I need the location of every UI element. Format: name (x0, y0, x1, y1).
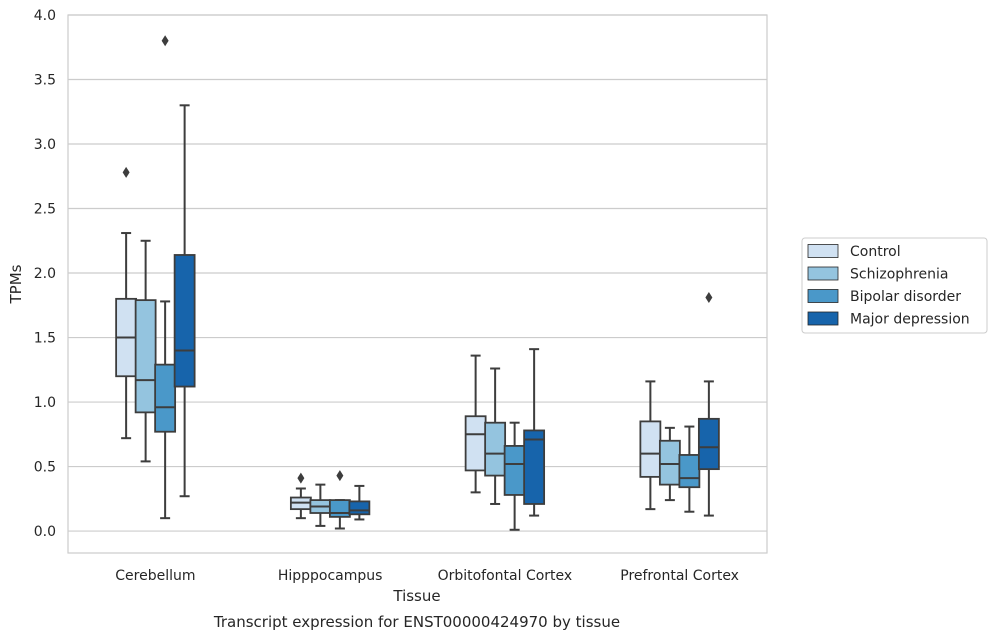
legend-swatch (807, 289, 839, 303)
box-3 (697, 292, 720, 517)
y-tick-label: 2.5 (34, 202, 56, 218)
y-tick-label: 1.5 (34, 331, 56, 347)
legend: Control Schizophrenia Bipolar disorder Majo… (801, 237, 988, 334)
y-tick-label: 0.0 (34, 524, 56, 540)
box-0 (464, 354, 487, 494)
box-group-1 (289, 470, 371, 530)
y-tick-label: 4.0 (34, 8, 56, 24)
box-3 (348, 484, 371, 521)
iqr-box (658, 439, 681, 486)
legend-label: Bipolar disorder (850, 289, 961, 305)
legend-label: Schizophrenia (850, 267, 948, 283)
iqr-box (503, 445, 526, 496)
chart-caption: Transcript expression for ENST0000042497… (213, 613, 620, 631)
iqr-box (348, 500, 371, 516)
y-tick-label: 3.0 (34, 137, 56, 153)
iqr-box (678, 454, 701, 489)
box-1 (309, 483, 332, 527)
outlier-point (161, 35, 169, 47)
box-2 (503, 421, 526, 531)
outlier-point (336, 470, 344, 482)
box-1 (134, 239, 157, 463)
x-tick-label: Cerebellum (115, 568, 195, 584)
iqr-box (697, 417, 720, 471)
box-0 (289, 472, 312, 520)
x-tick-label: Hipppocampus (278, 568, 383, 584)
x-tick-label: Prefrontal Cortex (620, 568, 739, 584)
box-2 (154, 35, 177, 520)
box-1 (484, 367, 507, 505)
outlier-point (122, 166, 130, 178)
legend-label: Major depression (850, 312, 970, 328)
outlier-point (705, 292, 713, 304)
box-3 (173, 104, 196, 498)
y-tick-label: 2.0 (34, 266, 56, 282)
outlier-point (297, 472, 305, 484)
x-axis-label: Tissue (392, 587, 440, 605)
y-tick-label: 1.0 (34, 395, 56, 411)
x-tick-labels: Cerebellum Hipppocampus Orbitofontal Corte… (115, 568, 739, 584)
box-1 (658, 426, 681, 502)
y-tick-labels: 0.0 0.5 1.0 1.5 2.0 2.5 3.0 3.5 4.0 (34, 8, 56, 540)
iqr-box (523, 429, 546, 505)
iqr-box (639, 420, 662, 478)
iqr-box (328, 499, 351, 518)
y-tick-label: 0.5 (34, 460, 56, 476)
box-3 (523, 348, 546, 517)
iqr-box (154, 363, 177, 433)
iqr-box (484, 421, 507, 477)
x-tick-label: Orbitofontal Cortex (438, 568, 573, 584)
legend-swatch (807, 244, 839, 258)
iqr-box (464, 415, 487, 472)
legend-swatch (807, 266, 839, 281)
legend-label: Control (850, 244, 901, 260)
box-group-0 (115, 35, 196, 520)
legend-swatch (807, 311, 839, 326)
box-2 (678, 425, 701, 513)
y-axis-label: TPMs (7, 264, 25, 304)
box-2 (328, 470, 351, 530)
box-group-2 (464, 348, 546, 531)
box-groups (115, 35, 720, 531)
plot-area-frame (67, 14, 768, 554)
iqr-box (134, 299, 157, 414)
box-group-3 (639, 292, 720, 517)
box-0 (115, 166, 138, 440)
box-0 (639, 380, 662, 511)
iqr-box (173, 254, 196, 388)
y-tick-label: 3.5 (34, 73, 56, 89)
legend-frame (801, 237, 988, 334)
